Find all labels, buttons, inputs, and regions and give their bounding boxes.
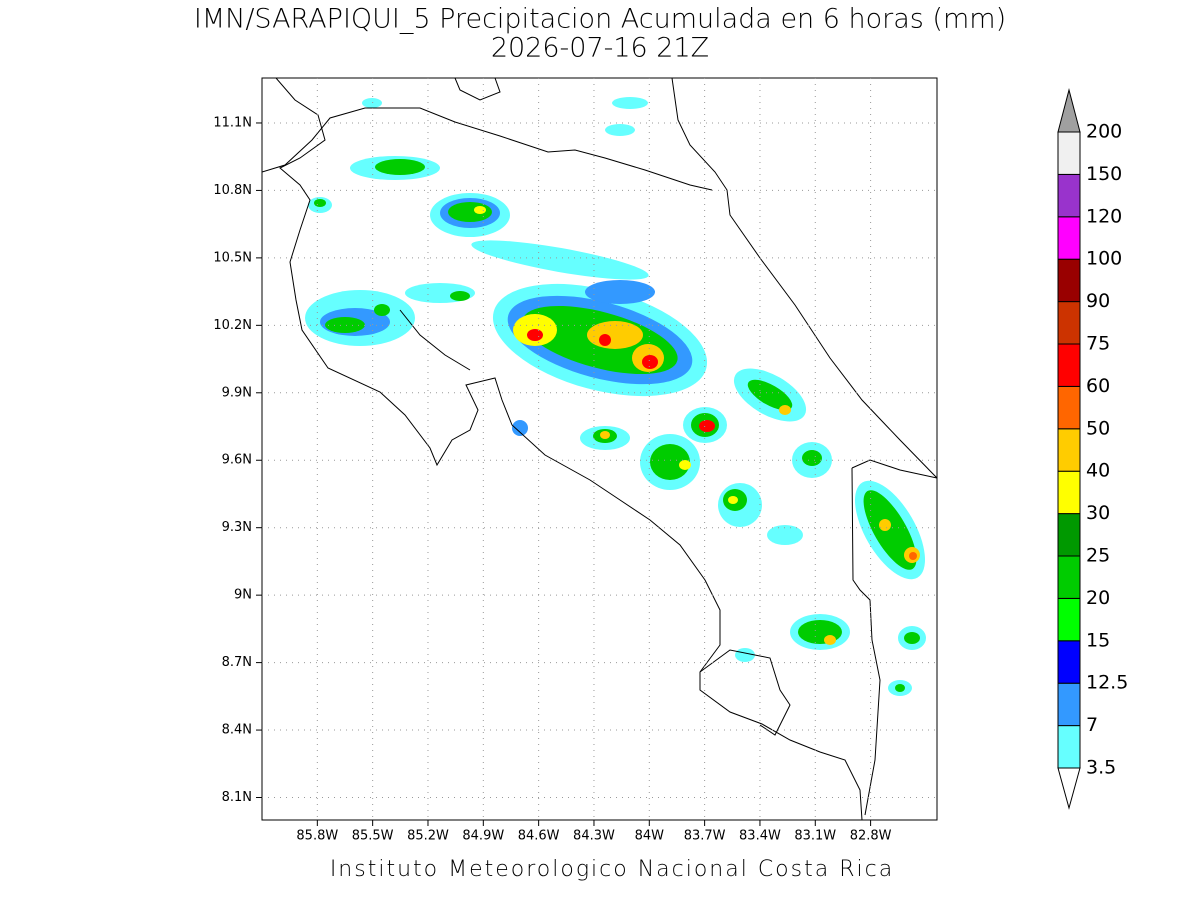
x-tick-label: 82.8W <box>850 829 892 844</box>
x-tick-label: 83.1W <box>794 829 836 844</box>
colorbar-label: 200 <box>1086 121 1122 143</box>
colorbar-label: 40 <box>1086 460 1110 482</box>
colorbar-box <box>1057 258 1081 303</box>
y-tick-label: 8.7N <box>222 655 252 670</box>
colorbar-label: 3.5 <box>1086 757 1116 779</box>
y-tick-label: 8.4N <box>222 723 252 738</box>
colorbar-label: 100 <box>1086 248 1122 270</box>
colorbar-box <box>1057 682 1081 727</box>
colorbar-box <box>1057 428 1081 472</box>
colorbar-box <box>1057 555 1081 599</box>
x-tick-label: 84.6W <box>518 829 560 844</box>
rain-cells <box>305 97 926 696</box>
colorbar-label: 12.5 <box>1086 672 1128 694</box>
x-tick-label: 83.7W <box>684 829 726 844</box>
colorbar-box <box>1057 216 1081 260</box>
y-tick-label: 9.9N <box>222 385 252 400</box>
colorbar-label: 7 <box>1086 714 1098 736</box>
coastlines <box>262 78 937 820</box>
colorbar-label: 90 <box>1086 290 1110 312</box>
colorbar-box <box>1057 173 1081 218</box>
colorbar-label: 20 <box>1086 587 1110 609</box>
colorbar-label: 75 <box>1086 333 1110 355</box>
x-tick-label: 85.5W <box>352 829 394 844</box>
x-tick-label: 84W <box>635 829 665 844</box>
y-tick-label: 10.8N <box>213 183 252 198</box>
y-tick-label: 9N <box>234 588 252 603</box>
title: IMN/SARAPIQUI_5 Precipitacion Acumulada … <box>194 4 1006 35</box>
colorbar-label: 150 <box>1086 163 1122 185</box>
colorbar-box <box>1057 597 1081 642</box>
colorbar-under-arrow <box>1057 767 1081 810</box>
x-tick-label: 83.4W <box>739 829 781 844</box>
colorbar-box <box>1057 470 1081 515</box>
colorbar-box <box>1057 301 1081 345</box>
colorbar-box <box>1057 640 1081 684</box>
colorbar-over-arrow <box>1057 88 1081 133</box>
colorbar-box <box>1057 131 1081 175</box>
subtitle: 2026-07-16 21Z <box>491 33 709 64</box>
colorbar-label: 15 <box>1086 629 1110 651</box>
precipitation-field <box>262 78 937 820</box>
colorbar-box <box>1057 385 1081 430</box>
y-tick-label: 9.3N <box>222 520 252 535</box>
x-tick-label: 84.3W <box>573 829 615 844</box>
colorbar-label: 30 <box>1086 502 1110 524</box>
y-tick-label: 10.5N <box>213 250 252 265</box>
x-tick-label: 85.8W <box>296 829 338 844</box>
x-tick-label: 84.9W <box>462 829 504 844</box>
colorbar-box <box>1057 343 1081 387</box>
colorbar-box <box>1057 513 1081 557</box>
colorbar-box <box>1057 725 1081 769</box>
footer: Instituto Meteorologico Nacional Costa R… <box>330 857 894 882</box>
x-tick-label: 85.2W <box>407 829 449 844</box>
colorbar-label: 50 <box>1086 417 1110 439</box>
colorbar-label: 120 <box>1086 205 1122 227</box>
colorbar-label: 25 <box>1086 545 1110 567</box>
colorbar-label: 60 <box>1086 375 1110 397</box>
plot-frame <box>261 77 938 821</box>
y-tick-label: 9.6N <box>222 453 252 468</box>
y-tick-label: 11.1N <box>213 115 252 130</box>
y-tick-label: 8.1N <box>222 790 252 805</box>
y-tick-label: 10.2N <box>213 318 252 333</box>
